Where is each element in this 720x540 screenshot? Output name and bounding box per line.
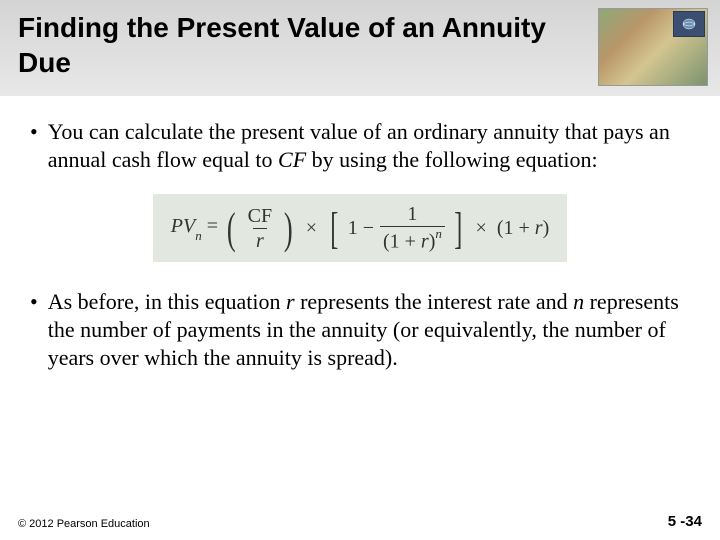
eq-var: r xyxy=(535,217,543,239)
copyright-text: © 2012 Pearson Education xyxy=(18,518,150,530)
bullet-item: • You can calculate the present value of… xyxy=(30,118,690,174)
eq-var: r xyxy=(421,231,429,253)
eq-sub: n xyxy=(195,228,202,243)
eq-text: (1 + xyxy=(383,231,421,253)
eq-lparen: ( xyxy=(227,211,236,246)
text-segment: As before, in this equation xyxy=(48,289,286,314)
text-italic: CF xyxy=(278,147,306,172)
header-decorative-image xyxy=(598,8,708,86)
eq-frac-den: (1 + r)n xyxy=(380,226,445,252)
eq-text: (1 + xyxy=(497,217,535,239)
bullet-marker: • xyxy=(30,118,38,146)
eq-frac-2: 1 (1 + r)n xyxy=(380,204,445,252)
text-segment: by using the following equation: xyxy=(306,147,597,172)
eq-sup: n xyxy=(435,226,442,241)
eq-frac-num: 1 xyxy=(404,204,420,226)
slide-content: • You can calculate the present value of… xyxy=(0,96,720,372)
eq-lhs: PVn = xyxy=(171,215,218,241)
equation-box: PVn = ( CF r ) × [ 1 − 1 (1 + r)n ] × (1… xyxy=(153,194,568,262)
eq-times: × xyxy=(306,217,317,240)
eq-rparen: ) xyxy=(284,211,293,246)
globe-badge-icon xyxy=(673,11,705,37)
eq-equals: = xyxy=(207,215,218,237)
eq-rbracket: ] xyxy=(454,211,462,246)
eq-lbracket: [ xyxy=(330,211,338,246)
equation-container: PVn = ( CF r ) × [ 1 − 1 (1 + r)n ] × (1… xyxy=(30,194,690,262)
slide-footer: © 2012 Pearson Education 5 -34 xyxy=(18,513,702,530)
slide-header: Finding the Present Value of an Annuity … xyxy=(0,0,720,96)
eq-tail: (1 + r) xyxy=(497,217,549,240)
text-italic: r xyxy=(286,289,295,314)
bullet-marker: • xyxy=(30,288,38,316)
bullet-text-1: You can calculate the present value of a… xyxy=(48,118,690,174)
text-italic: n xyxy=(573,289,584,314)
bullet-text-2: As before, in this equation r represents… xyxy=(48,288,690,372)
text-segment: represents the interest rate and xyxy=(295,289,574,314)
page-number: 5 -34 xyxy=(668,513,702,530)
eq-frac-num: CF xyxy=(245,206,275,228)
eq-text: 1 − xyxy=(348,217,374,240)
eq-frac-1: CF r xyxy=(245,206,275,251)
eq-frac-den: r xyxy=(253,228,267,251)
eq-var: PV xyxy=(171,215,195,237)
eq-times: × xyxy=(476,217,487,240)
bullet-item: • As before, in this equation r represen… xyxy=(30,288,690,372)
eq-text: ) xyxy=(543,217,550,239)
slide-title: Finding the Present Value of an Annuity … xyxy=(18,10,558,80)
